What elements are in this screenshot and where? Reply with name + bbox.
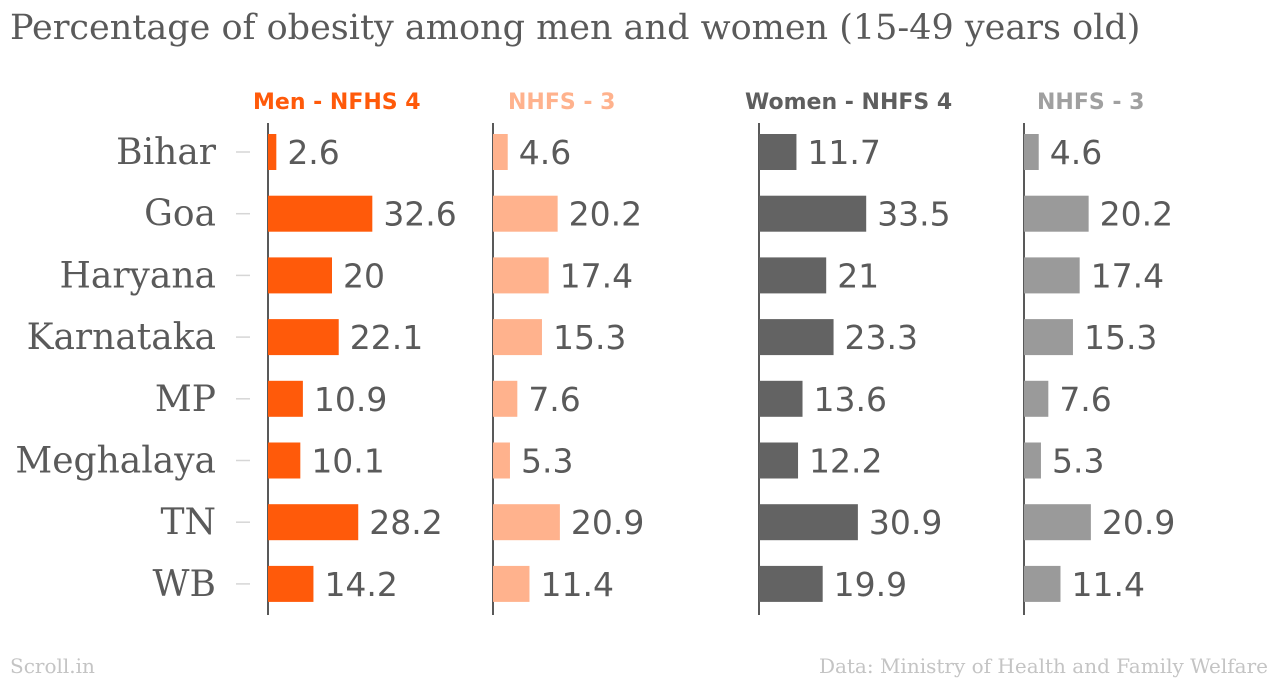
series-header-3: Women - NHFS 4 xyxy=(745,90,952,115)
value-label: 7.6 xyxy=(528,380,580,419)
value-label: 32.6 xyxy=(383,195,456,234)
value-label: 13.6 xyxy=(814,380,887,419)
value-label: 21 xyxy=(837,256,879,295)
value-label: 23.3 xyxy=(845,318,918,357)
value-label: 2.6 xyxy=(287,133,339,172)
bar xyxy=(493,319,542,356)
series-header-1: Men - NFHS 4 xyxy=(253,90,421,115)
value-label: 20.9 xyxy=(1102,503,1175,542)
bar xyxy=(759,380,803,417)
bar xyxy=(493,504,560,541)
value-label: 11.7 xyxy=(807,133,880,172)
bar xyxy=(268,134,277,170)
bar xyxy=(268,442,301,479)
value-label: 11.4 xyxy=(540,565,613,604)
bar xyxy=(1024,257,1080,294)
bar xyxy=(759,257,827,294)
bar xyxy=(1024,319,1073,356)
value-label: 11.4 xyxy=(1071,565,1144,604)
value-label: 20.9 xyxy=(571,503,644,542)
bar xyxy=(759,319,834,356)
value-label: 33.5 xyxy=(877,195,950,234)
value-label: 30.9 xyxy=(869,503,942,542)
bar xyxy=(759,565,823,602)
bar xyxy=(1024,442,1041,479)
value-label: 15.3 xyxy=(1084,318,1157,357)
category-label: Karnataka xyxy=(27,317,216,358)
bar xyxy=(268,565,314,602)
bar xyxy=(268,380,303,417)
data-source: Data: Ministry of Health and Family Welf… xyxy=(818,654,1268,678)
bar xyxy=(759,195,867,232)
value-label: 5.3 xyxy=(1052,442,1104,481)
value-label: 17.4 xyxy=(1091,256,1164,295)
bar xyxy=(493,442,510,479)
value-label: 17.4 xyxy=(560,256,633,295)
bar xyxy=(1024,504,1091,541)
bar xyxy=(1024,195,1089,232)
bar xyxy=(268,257,332,294)
value-label: 4.6 xyxy=(1050,133,1102,172)
value-label: 15.3 xyxy=(553,318,626,357)
category-label: Haryana xyxy=(59,255,216,296)
category-label: Meghalaya xyxy=(15,441,216,482)
value-label: 28.2 xyxy=(369,503,442,542)
bar xyxy=(268,504,359,541)
value-label: 4.6 xyxy=(519,133,571,172)
category-label: WB xyxy=(153,564,216,605)
category-label: Goa xyxy=(144,194,216,235)
category-label: Bihar xyxy=(116,132,217,173)
bar xyxy=(493,134,508,170)
value-label: 7.6 xyxy=(1059,380,1111,419)
value-label: 22.1 xyxy=(350,318,423,357)
bar xyxy=(268,319,339,356)
category-label: TN xyxy=(160,502,216,543)
value-label: 20 xyxy=(343,256,385,295)
value-label: 10.1 xyxy=(311,442,384,481)
bar xyxy=(493,257,549,294)
category-label: MP xyxy=(155,379,216,420)
value-label: 19.9 xyxy=(834,565,907,604)
bar xyxy=(1024,380,1049,417)
brand-credit: Scroll.in xyxy=(10,654,95,678)
value-label: 20.2 xyxy=(1100,195,1173,234)
bar xyxy=(493,565,530,602)
value-label: 10.9 xyxy=(314,380,387,419)
series-header-4: NHFS - 3 xyxy=(1037,90,1144,115)
value-label: 12.2 xyxy=(809,442,882,481)
value-label: 14.2 xyxy=(324,565,397,604)
value-label: 5.3 xyxy=(521,442,573,481)
value-label: 20.2 xyxy=(569,195,642,234)
bar xyxy=(759,442,799,479)
bar xyxy=(1024,134,1039,170)
chart-title: Percentage of obesity among men and wome… xyxy=(10,8,1141,48)
bar xyxy=(1024,565,1061,602)
bar xyxy=(493,380,518,417)
bar xyxy=(759,134,797,170)
bar xyxy=(268,195,373,232)
series-header-2: NHFS - 3 xyxy=(508,90,615,115)
bar xyxy=(759,504,858,541)
bar xyxy=(493,195,558,232)
